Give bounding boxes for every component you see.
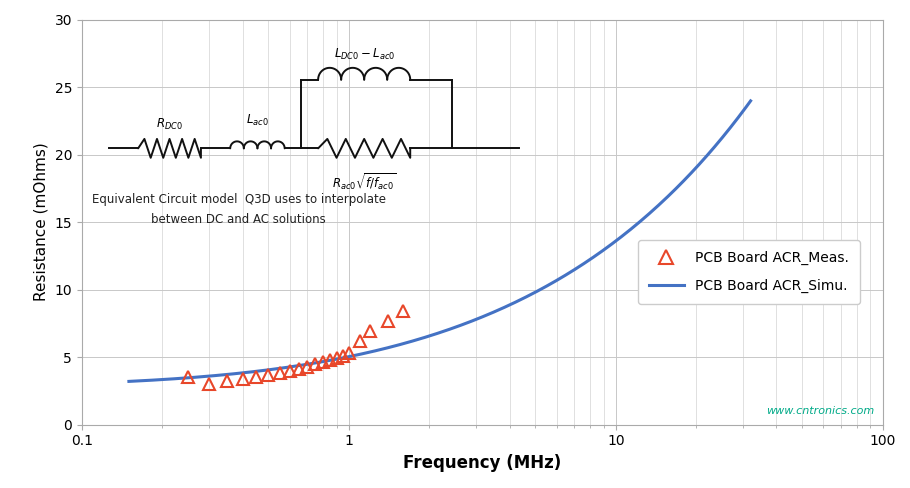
Text: $R_{DC0}$: $R_{DC0}$	[157, 117, 183, 132]
Text: $L_{ac0}$: $L_{ac0}$	[246, 113, 268, 128]
X-axis label: Frequency (MHz): Frequency (MHz)	[403, 454, 561, 472]
Legend: PCB Board ACR_Meas., PCB Board ACR_Simu.: PCB Board ACR_Meas., PCB Board ACR_Simu.	[638, 240, 860, 304]
Text: between DC and AC solutions: between DC and AC solutions	[151, 213, 326, 226]
Text: $L_{DC0}-L_{ac0}$: $L_{DC0}-L_{ac0}$	[333, 46, 395, 61]
Text: $R_{ac0}\sqrt{f/f_{ac0}}$: $R_{ac0}\sqrt{f/f_{ac0}}$	[332, 171, 396, 192]
Text: Equivalent Circuit model  Q3D uses to interpolate: Equivalent Circuit model Q3D uses to int…	[92, 193, 386, 205]
Y-axis label: Resistance (mOhms): Resistance (mOhms)	[34, 142, 49, 302]
Text: www.cntronics.com: www.cntronics.com	[766, 407, 875, 416]
